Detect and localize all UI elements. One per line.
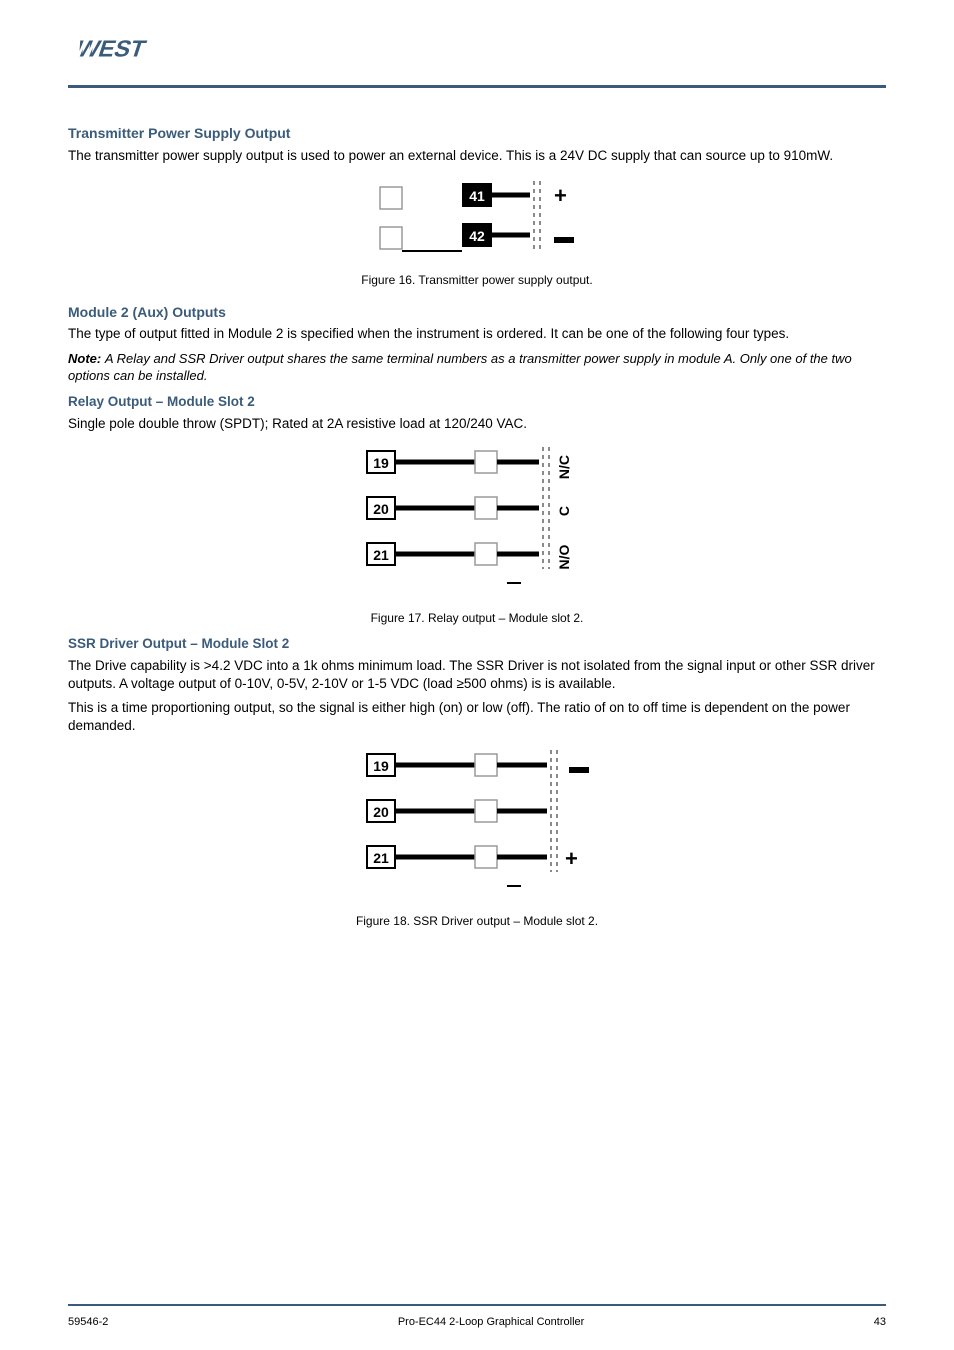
label-no: N/O [556, 545, 572, 570]
svg-text:21: 21 [373, 547, 389, 563]
row-20: 20 [367, 800, 547, 822]
svg-text:19: 19 [373, 455, 389, 471]
terminal-42: 42 [462, 223, 530, 247]
plus-icon: + [554, 183, 567, 208]
footer-rule [68, 1304, 886, 1306]
svg-text:21: 21 [373, 850, 389, 866]
aux-note: Note: A Relay and SSR Driver output shar… [68, 350, 886, 385]
minus-icon: ▬ [569, 756, 589, 778]
relay-para: Single pole double throw (SPDT); Rated a… [68, 415, 886, 433]
note-label: Note: [68, 351, 105, 366]
label-nc: N/C [556, 455, 572, 479]
ssr-para-1: The Drive capability is >4.2 VDC into a … [68, 657, 886, 693]
figure-17-caption: Figure 17. Relay output – Module slot 2. [68, 610, 886, 626]
plus-icon: + [565, 846, 578, 871]
brand-logo: WEST [68, 34, 180, 64]
page-content: Transmitter Power Supply Output The tran… [0, 88, 954, 929]
tx-paragraph: The transmitter power supply output is u… [68, 147, 886, 165]
footer-center: Pro-EC44 2-Loop Graphical Controller [398, 1316, 584, 1328]
footer-right: 43 [874, 1316, 886, 1328]
aux-header: Module 2 (Aux) Outputs [68, 303, 886, 322]
row-21: 21 [367, 543, 539, 565]
open-box [380, 227, 402, 249]
svg-text:19: 19 [373, 758, 389, 774]
row-19: 19 [367, 451, 539, 473]
figure-18: 19 20 21 [68, 746, 886, 911]
label-c: C [556, 506, 572, 516]
row-21: 21 [367, 846, 547, 868]
figure-16: 41 42 + ▬ [68, 175, 886, 270]
minus-icon: ▬ [554, 226, 574, 248]
svg-text:41: 41 [469, 188, 485, 204]
terminal-41: 41 [462, 183, 530, 207]
row-19: 19 [367, 754, 547, 776]
figure-17: 19 20 21 [68, 443, 886, 608]
aux-lead-para: The type of output fitted in Module 2 is… [68, 325, 886, 343]
ssr-para-2: This is a time proportioning output, so … [68, 699, 886, 735]
svg-text:20: 20 [373, 501, 389, 517]
note-body: A Relay and SSR Driver output shares the… [68, 351, 852, 384]
relay-title: Relay Output – Module Slot 2 [68, 393, 886, 411]
figure-18-caption: Figure 18. SSR Driver output – Module sl… [68, 913, 886, 929]
svg-text:42: 42 [469, 228, 485, 244]
footer-left: 59546-2 [68, 1316, 108, 1328]
figure-16-caption: Figure 16. Transmitter power supply outp… [68, 272, 886, 288]
ssr-title: SSR Driver Output – Module Slot 2 [68, 635, 886, 653]
svg-text:20: 20 [373, 804, 389, 820]
row-20: 20 [367, 497, 539, 519]
open-box [380, 187, 402, 209]
footer: 59546-2 Pro-EC44 2-Loop Graphical Contro… [68, 1316, 886, 1328]
section-title-tx: Transmitter Power Supply Output [68, 124, 886, 143]
header: WEST [0, 0, 954, 79]
